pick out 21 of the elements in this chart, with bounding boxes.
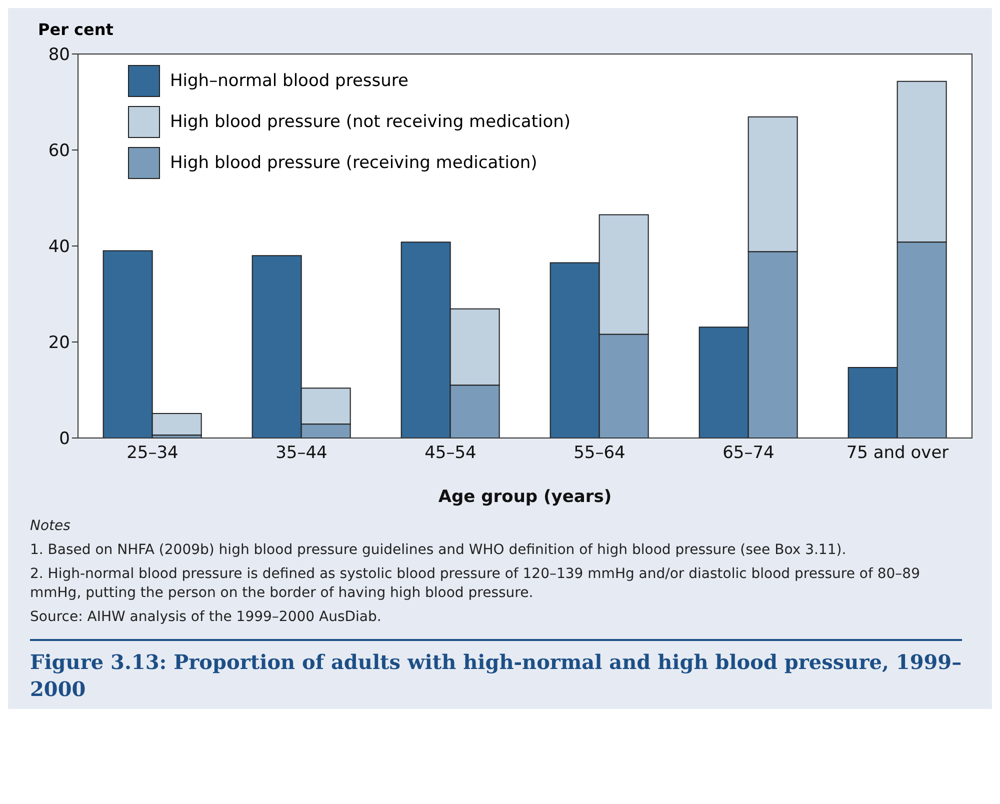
source-note: Source: AIHW analysis of the 1999–2000 AusDiab. xyxy=(30,608,382,627)
text: Notes xyxy=(30,517,72,536)
y-tick-label: 60 xyxy=(48,141,70,162)
y-tick-label: 40 xyxy=(48,237,70,258)
legend-label: High blood pressure (receiving medication) xyxy=(170,152,538,172)
x-tick-label: 75 and over xyxy=(846,443,949,464)
x-axis-title: Age group (years) xyxy=(438,487,612,507)
y-tick-label: 80 xyxy=(48,45,70,66)
x-tick-label: 25–34 xyxy=(126,443,178,464)
y-axis-title: Per cent xyxy=(37,19,114,41)
y-tick-label: 20 xyxy=(48,333,70,354)
x-tick-label: 55–64 xyxy=(574,443,626,464)
text: 2. High-normal blood pressure is defined as systolic blood pressure of 120–139 mmHg and/or diastolic blood pressure of 80–89 mmHg, putting the person on the border of having high blood pressure. xyxy=(30,565,921,603)
x-tick-label: 65–74 xyxy=(722,443,774,464)
x-tick-label: 45–54 xyxy=(424,443,476,464)
legend-label: High blood pressure (not receiving medication) xyxy=(170,112,571,132)
y-tick-label: 0 xyxy=(59,429,70,450)
x-tick-label: 35–44 xyxy=(276,443,328,464)
text: 1. Based on NHFA (2009b) high blood pressure guidelines and WHO definition of high blood pressure (see Box 3.11). xyxy=(30,541,848,560)
text: Figure 3.13: Proportion of adults with high-normal and high blood pressure, 1999–2000 xyxy=(30,639,962,703)
legend-label: High–normal blood pressure xyxy=(170,70,408,90)
